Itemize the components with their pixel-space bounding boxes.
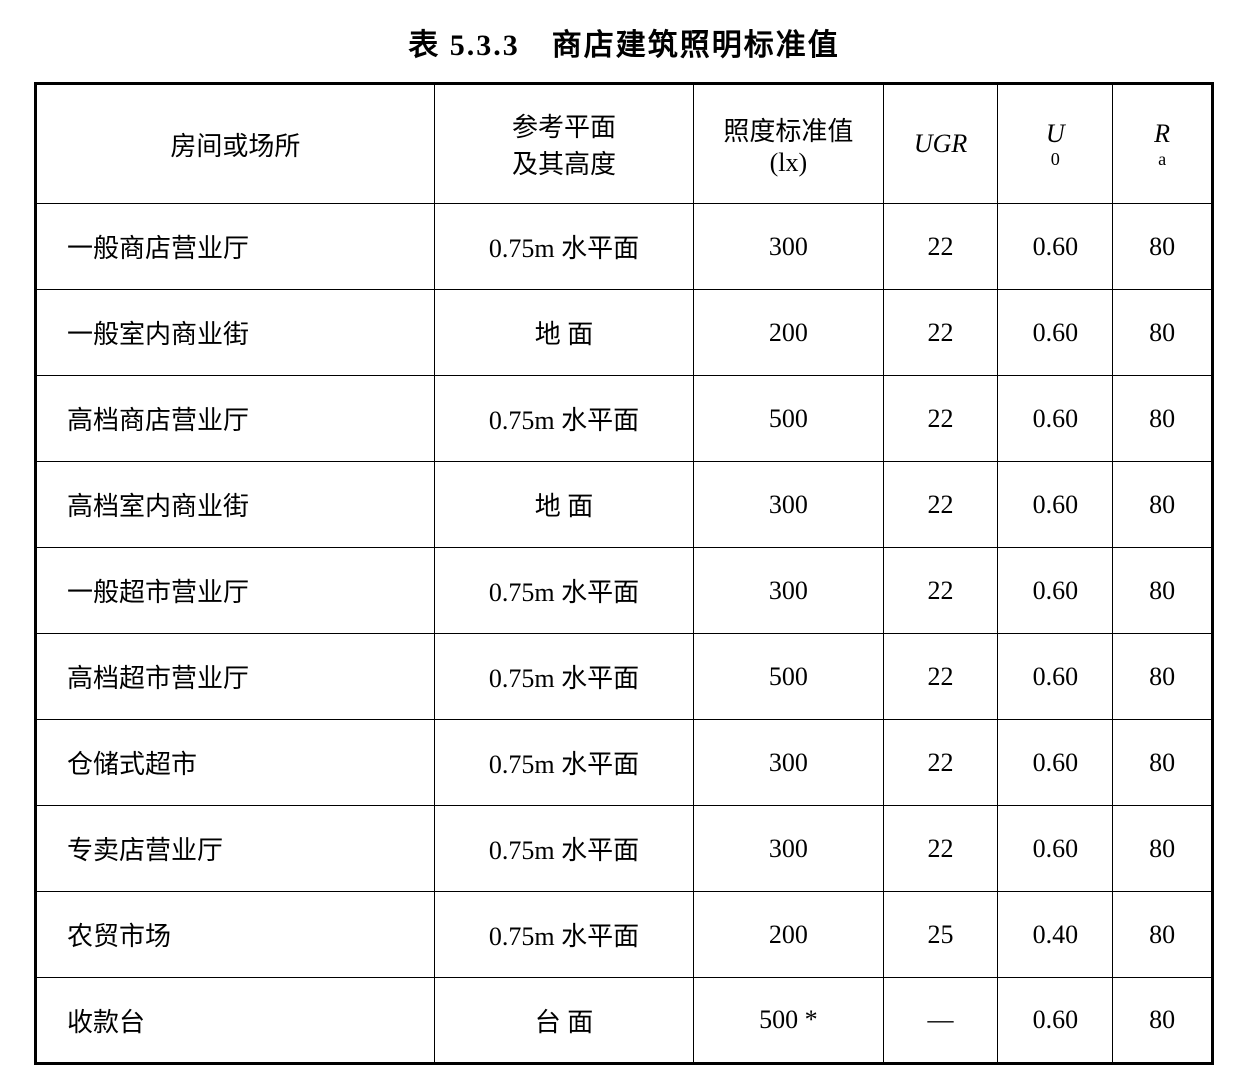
cell-lux: 300 bbox=[694, 806, 883, 892]
cell-ugr: 22 bbox=[883, 376, 998, 462]
table-row: 高档室内商业街地 面300220.6080 bbox=[36, 462, 1213, 548]
table-row: 高档商店营业厅0.75m 水平面500220.6080 bbox=[36, 376, 1213, 462]
cell-plane: 地 面 bbox=[434, 290, 693, 376]
cell-plane: 0.75m 水平面 bbox=[434, 204, 693, 290]
cell-u0: 0.60 bbox=[998, 978, 1113, 1064]
cell-lux: 200 bbox=[694, 290, 883, 376]
cell-location: 一般室内商业街 bbox=[36, 290, 435, 376]
cell-ugr: 22 bbox=[883, 204, 998, 290]
lighting-standards-table: 房间或场所 参考平面 及其高度 照度标准值 (lx) UGR U0 bbox=[34, 82, 1214, 1065]
cell-ra: 80 bbox=[1113, 806, 1213, 892]
cell-lux: 500 * bbox=[694, 978, 883, 1064]
cell-plane: 台 面 bbox=[434, 978, 693, 1064]
cell-plane: 地 面 bbox=[434, 462, 693, 548]
table-row: 收款台台 面500 *—0.6080 bbox=[36, 978, 1213, 1064]
header-ra-text: Ra bbox=[1113, 85, 1211, 203]
cell-lux: 500 bbox=[694, 376, 883, 462]
header-lux-line2: (lx) bbox=[770, 148, 808, 178]
cell-ra: 80 bbox=[1113, 720, 1213, 806]
cell-u0: 0.60 bbox=[998, 290, 1113, 376]
cell-u0: 0.40 bbox=[998, 892, 1113, 978]
table-row: 高档超市营业厅0.75m 水平面500220.6080 bbox=[36, 634, 1213, 720]
cell-ugr: 22 bbox=[883, 806, 998, 892]
cell-ugr: 22 bbox=[883, 720, 998, 806]
header-location: 房间或场所 bbox=[36, 84, 435, 204]
table-header-row: 房间或场所 参考平面 及其高度 照度标准值 (lx) UGR U0 bbox=[36, 84, 1213, 204]
cell-ugr: 22 bbox=[883, 290, 998, 376]
cell-u0: 0.60 bbox=[998, 462, 1113, 548]
table-title: 表 5.3.3 商店建筑照明标准值 bbox=[20, 20, 1228, 64]
header-u0-text: U0 bbox=[998, 85, 1112, 203]
cell-lux: 500 bbox=[694, 634, 883, 720]
cell-ra: 80 bbox=[1113, 892, 1213, 978]
cell-ra: 80 bbox=[1113, 634, 1213, 720]
cell-location: 一般商店营业厅 bbox=[36, 204, 435, 290]
table-row: 专卖店营业厅0.75m 水平面300220.6080 bbox=[36, 806, 1213, 892]
cell-u0: 0.60 bbox=[998, 720, 1113, 806]
cell-location: 高档商店营业厅 bbox=[36, 376, 435, 462]
cell-u0: 0.60 bbox=[998, 204, 1113, 290]
cell-plane: 0.75m 水平面 bbox=[434, 892, 693, 978]
table-row: 仓储式超市0.75m 水平面300220.6080 bbox=[36, 720, 1213, 806]
header-plane-line1: 参考平面 bbox=[512, 107, 616, 144]
cell-u0: 0.60 bbox=[998, 376, 1113, 462]
cell-u0: 0.60 bbox=[998, 634, 1113, 720]
cell-location: 一般超市营业厅 bbox=[36, 548, 435, 634]
table-row: 一般商店营业厅0.75m 水平面300220.6080 bbox=[36, 204, 1213, 290]
cell-u0: 0.60 bbox=[998, 806, 1113, 892]
header-location-text: 房间或场所 bbox=[170, 126, 300, 163]
cell-ra: 80 bbox=[1113, 290, 1213, 376]
cell-ra: 80 bbox=[1113, 204, 1213, 290]
cell-plane: 0.75m 水平面 bbox=[434, 720, 693, 806]
cell-lux: 300 bbox=[694, 548, 883, 634]
cell-ra: 80 bbox=[1113, 462, 1213, 548]
cell-lux: 300 bbox=[694, 720, 883, 806]
header-ugr: UGR bbox=[883, 84, 998, 204]
header-u0: U0 bbox=[998, 84, 1113, 204]
cell-plane: 0.75m 水平面 bbox=[434, 376, 693, 462]
table-body: 一般商店营业厅0.75m 水平面300220.6080一般室内商业街地 面200… bbox=[36, 204, 1213, 1064]
cell-ra: 80 bbox=[1113, 978, 1213, 1064]
header-ra: Ra bbox=[1113, 84, 1213, 204]
cell-plane: 0.75m 水平面 bbox=[434, 634, 693, 720]
table-row: 农贸市场0.75m 水平面200250.4080 bbox=[36, 892, 1213, 978]
cell-ugr: 25 bbox=[883, 892, 998, 978]
header-plane: 参考平面 及其高度 bbox=[434, 84, 693, 204]
cell-ugr: 22 bbox=[883, 634, 998, 720]
cell-location: 高档超市营业厅 bbox=[36, 634, 435, 720]
cell-location: 仓储式超市 bbox=[36, 720, 435, 806]
cell-location: 高档室内商业街 bbox=[36, 462, 435, 548]
header-plane-line2: 及其高度 bbox=[512, 144, 616, 181]
cell-location: 专卖店营业厅 bbox=[36, 806, 435, 892]
cell-ra: 80 bbox=[1113, 548, 1213, 634]
cell-u0: 0.60 bbox=[998, 548, 1113, 634]
cell-lux: 200 bbox=[694, 892, 883, 978]
header-lux-line1: 照度标准值 bbox=[723, 111, 853, 148]
cell-location: 农贸市场 bbox=[36, 892, 435, 978]
table-row: 一般室内商业街地 面200220.6080 bbox=[36, 290, 1213, 376]
cell-ugr: — bbox=[883, 978, 998, 1064]
header-lux: 照度标准值 (lx) bbox=[694, 84, 883, 204]
cell-plane: 0.75m 水平面 bbox=[434, 806, 693, 892]
header-ugr-text: UGR bbox=[884, 85, 998, 203]
cell-lux: 300 bbox=[694, 204, 883, 290]
cell-ra: 80 bbox=[1113, 376, 1213, 462]
cell-lux: 300 bbox=[694, 462, 883, 548]
table-row: 一般超市营业厅0.75m 水平面300220.6080 bbox=[36, 548, 1213, 634]
cell-ugr: 22 bbox=[883, 462, 998, 548]
cell-location: 收款台 bbox=[36, 978, 435, 1064]
cell-ugr: 22 bbox=[883, 548, 998, 634]
cell-plane: 0.75m 水平面 bbox=[434, 548, 693, 634]
